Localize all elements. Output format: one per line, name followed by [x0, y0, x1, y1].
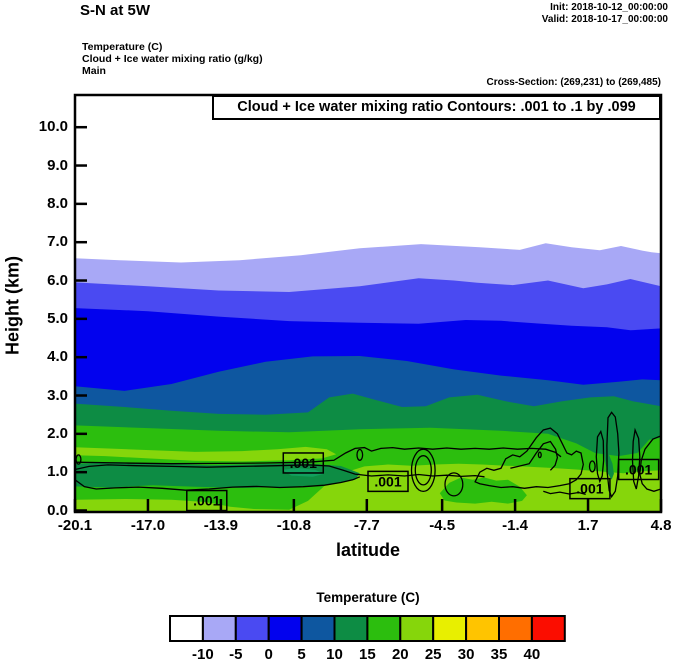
y-axis-title: Height (km)	[2, 256, 23, 355]
field-temperature: Temperature (C)	[82, 41, 163, 53]
colorbar-cell	[333, 615, 369, 642]
contour-info-banner: Cloud + Ice water mixing ratio Contours:…	[212, 95, 661, 120]
contour-label: .001	[290, 455, 317, 471]
colorbar-cell	[234, 615, 270, 642]
y-tick-label: 8.0	[47, 194, 68, 212]
colorbar-cell	[300, 615, 336, 642]
colorbar-cell	[399, 615, 435, 642]
contour-label-box	[617, 458, 660, 481]
x-tick-label: 1.7	[577, 517, 599, 534]
colorbar-cell	[267, 615, 303, 642]
colorbar	[169, 615, 566, 642]
colorbar-title: Temperature (C)	[316, 590, 420, 605]
temperature-fill-bands	[75, 95, 661, 512]
green-patch-right	[439, 477, 527, 504]
contour-label: .001	[193, 493, 220, 509]
colorbar-tick-label: 40	[523, 646, 541, 663]
colorbar-tick-label: 35	[490, 646, 508, 663]
valid-timestamp: Valid: 2018-10-17_00:00:00	[541, 14, 668, 25]
x-tick-label: -1.4	[502, 517, 528, 534]
colorbar-cell	[432, 615, 468, 642]
x-axis-title: latitude	[335, 540, 400, 560]
colorbar-cell	[530, 615, 566, 642]
contour-label: .001	[625, 461, 652, 477]
colorbar-cell	[366, 615, 402, 642]
x-tick-label: -17.0	[130, 517, 166, 534]
colorbar-tick-label: 25	[424, 646, 442, 663]
x-tick-label: -20.1	[57, 517, 93, 534]
colorbar-tick-label: -10	[192, 646, 214, 663]
contour-label-box	[186, 489, 228, 512]
page-title: S-N at 5W	[80, 2, 151, 19]
y-tick-label: 0.0	[47, 501, 68, 519]
y-tick-label: 1.0	[47, 463, 68, 481]
contour-label-box	[569, 477, 611, 500]
y-tick-label: 4.0	[47, 348, 68, 366]
y-tick-label: 3.0	[47, 386, 68, 404]
colorbar-tick-label: 20	[391, 646, 409, 663]
cloud-contour-lines	[75, 411, 661, 499]
y-tick-label: 9.0	[47, 156, 68, 174]
colorbar-tick-label: 30	[457, 646, 475, 663]
field-domain: Main	[82, 65, 106, 77]
colorbar-tick-label: 15	[359, 646, 376, 663]
y-tick-label: 5.0	[47, 309, 68, 327]
colorbar-tick-label: -5	[229, 646, 243, 663]
y-tick-label: 2.0	[47, 424, 68, 442]
init-timestamp: Init: 2018-10-12_00:00:00	[550, 2, 668, 13]
field-list: Temperature (C) Cloud + Ice water mixing…	[82, 41, 263, 77]
colorbar-tick-label: 0	[264, 646, 273, 663]
x-tick-label: -7.7	[353, 517, 380, 534]
field-cloud-ice: Cloud + Ice water mixing ratio (g/kg)	[82, 53, 263, 65]
contour-label-box	[282, 452, 325, 474]
x-tick-label: -13.9	[203, 517, 238, 534]
cross-section-coords: Cross-Section: (269,231) to (269,485)	[486, 77, 661, 88]
colorbar-cell	[201, 615, 237, 642]
colorbar-cell	[498, 615, 533, 642]
contour-label: .001	[576, 481, 603, 497]
colorbar-cell	[465, 615, 501, 642]
y-tick-label: 10.0	[38, 118, 68, 136]
colorbar-tick-label: 10	[326, 646, 343, 663]
contour-label-box	[367, 470, 409, 493]
colorbar-tick-label: 5	[297, 646, 306, 663]
contour-label: .001	[374, 473, 401, 489]
x-tick-label: -4.5	[429, 517, 456, 534]
sea-green-lens	[75, 462, 360, 488]
light-green-tongue	[75, 446, 337, 462]
colorbar-cell	[169, 615, 204, 642]
y-tick-label: 6.0	[47, 271, 68, 289]
y-tick-label: 7.0	[47, 233, 68, 251]
x-tick-label: -10.8	[276, 517, 311, 534]
x-tick-label: 4.8	[650, 517, 672, 534]
